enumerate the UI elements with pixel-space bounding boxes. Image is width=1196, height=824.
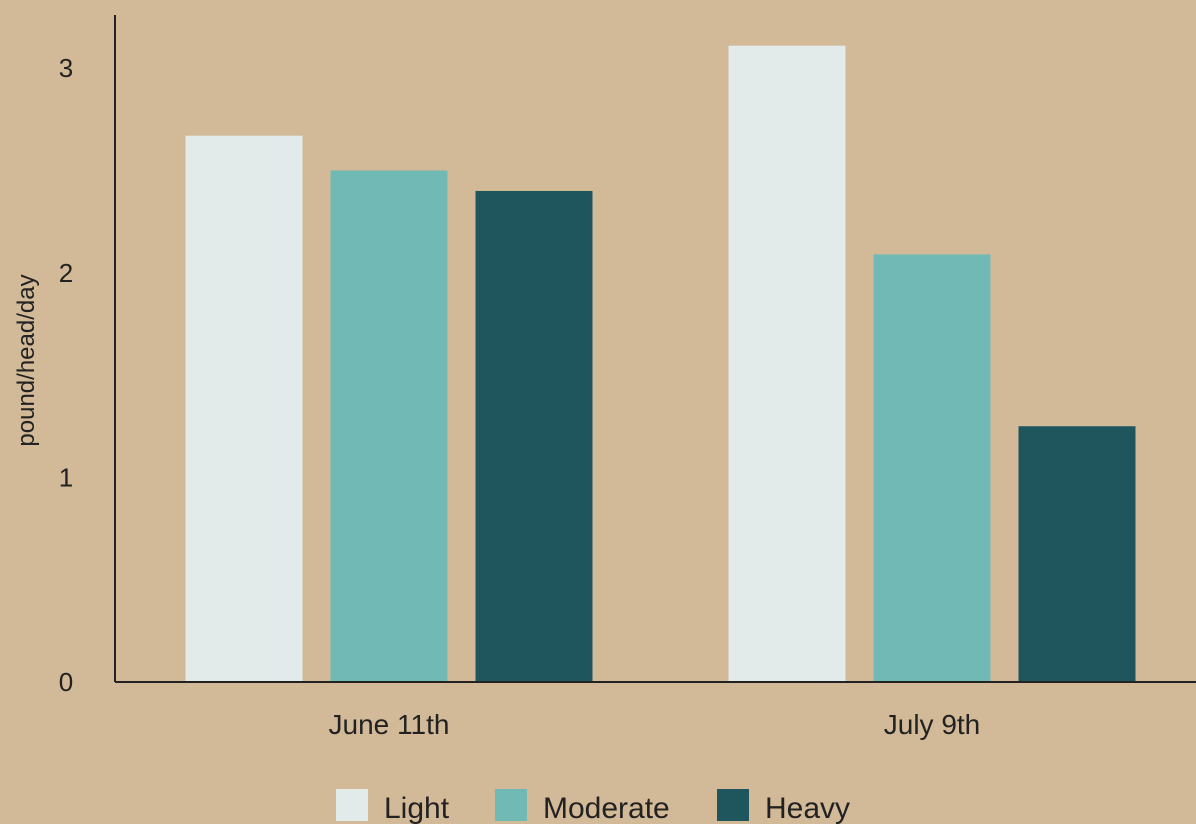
y-tick-label: 2 — [59, 258, 73, 288]
y-axis-title: pound/head/day — [13, 274, 40, 446]
y-tick-labels: 0 1 2 3 — [59, 53, 73, 697]
legend-swatch-heavy — [717, 789, 749, 821]
x-category-label: July 9th — [884, 709, 981, 740]
bar-light-1 — [185, 135, 303, 682]
legend-label-light: Light — [384, 792, 450, 824]
bar-heavy-2 — [1018, 426, 1136, 682]
bars-group — [185, 45, 1136, 683]
x-category-label: June 11th — [329, 709, 450, 740]
bar-light-2 — [728, 45, 846, 682]
x-category-labels: June 11th July 9th — [329, 709, 981, 740]
legend-label-moderate: Moderate — [543, 792, 670, 824]
bar-moderate-2 — [873, 254, 991, 683]
y-tick-label: 0 — [59, 667, 73, 697]
legend-swatch-light — [336, 789, 368, 821]
bar-heavy-1 — [475, 190, 593, 682]
bar-moderate-1 — [330, 170, 448, 682]
legend-swatch-moderate — [495, 789, 527, 821]
legend: Light Moderate Heavy — [336, 789, 850, 824]
legend-label-heavy: Heavy — [765, 792, 850, 824]
y-tick-label: 1 — [59, 462, 73, 492]
y-tick-label: 3 — [59, 53, 73, 83]
